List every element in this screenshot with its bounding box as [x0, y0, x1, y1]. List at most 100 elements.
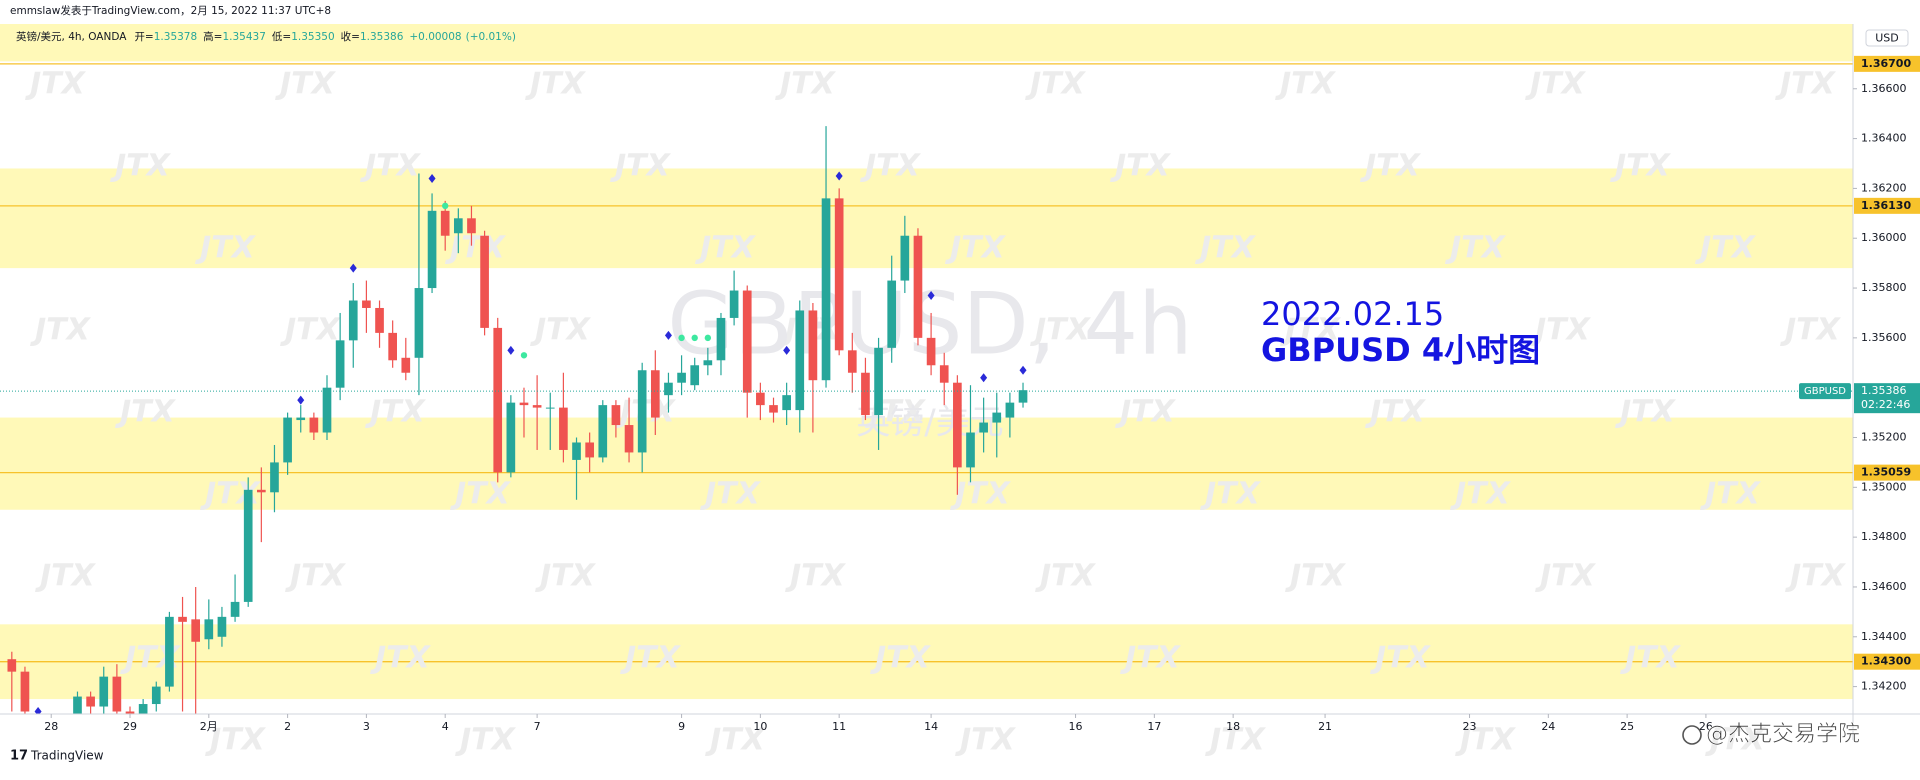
- candle-body: [1018, 390, 1028, 403]
- signal-dot: [520, 352, 528, 359]
- zones: [0, 24, 1853, 700]
- annotation: GBPUSD 4小时图: [1261, 331, 1540, 369]
- candle-body: [453, 218, 463, 234]
- currency: USD: [1875, 32, 1899, 45]
- x-tick-label: 3: [363, 720, 370, 733]
- logo-watermark: JTX: [1275, 67, 1337, 102]
- symbol-tag-bg: [1799, 383, 1851, 400]
- logo-watermark: JTX: [25, 67, 87, 102]
- signal-diamond: [428, 173, 436, 183]
- currency-box: [1865, 29, 1909, 47]
- logo-watermark: JTX: [1025, 67, 1087, 102]
- x-tick-label: 25: [1620, 720, 1634, 733]
- candle-body: [151, 686, 161, 705]
- candle-body: [598, 405, 608, 458]
- signal-dot: [678, 334, 685, 342]
- y-tick-label: 1.36200: [1861, 181, 1907, 194]
- zone: [0, 417, 1853, 510]
- y-tick-label: 1.35600: [1861, 331, 1907, 344]
- candle-body: [506, 402, 516, 473]
- y-tick-label: 1.34200: [1861, 680, 1907, 693]
- x-tick-label: 2月: [200, 720, 218, 733]
- candle-body: [559, 407, 568, 450]
- candle-body: [821, 198, 831, 381]
- legend-value: 1.35386: [360, 31, 404, 43]
- logo-watermark: JTX: [775, 67, 837, 102]
- x-tick-label: 16: [1069, 720, 1083, 733]
- candle-body: [375, 307, 384, 333]
- zone: [0, 168, 1853, 269]
- logo-watermark: JTX: [1780, 313, 1842, 348]
- signal-diamond: [34, 707, 42, 714]
- level-label: 1.36700: [1861, 57, 1911, 70]
- logo-watermark: JTX: [1110, 149, 1172, 184]
- legend-value: 1.35378: [154, 31, 197, 43]
- candle-body: [165, 616, 174, 687]
- candle-body: [979, 422, 988, 433]
- signal-diamond: [1019, 365, 1027, 375]
- logo-watermark: JTX: [1115, 395, 1177, 430]
- logo-watermark: JTX: [1035, 559, 1097, 594]
- signal-dot: [704, 334, 712, 342]
- countdown: 02:22:46: [1861, 398, 1910, 411]
- footer-icon: 17: [10, 749, 28, 764]
- x-tick-label: 14: [924, 720, 938, 733]
- candle-body: [756, 392, 765, 406]
- candle-body: [348, 300, 358, 341]
- candle-body: [703, 360, 713, 366]
- x-tick-label: 28: [44, 720, 58, 733]
- plot: [0, 126, 1853, 714]
- x-tick-label: 17: [1147, 720, 1161, 733]
- logo-watermark: JTX: [195, 231, 257, 266]
- candle-body: [834, 198, 844, 351]
- candle-body: [243, 489, 253, 602]
- level-label: 1.34300: [1861, 655, 1911, 668]
- logo-watermark: JTX: [35, 559, 97, 594]
- logo-watermark: JTX: [610, 149, 672, 184]
- logo-watermark: JTX: [1525, 67, 1587, 102]
- legend-key: +0.00008: [409, 31, 461, 43]
- logo-watermark: JTX: [365, 395, 427, 430]
- logo-watermark: JTX: [700, 477, 762, 512]
- x-tick-label: 18: [1226, 720, 1240, 733]
- logo-watermark: JTX: [450, 477, 512, 512]
- logo-watermark: JTX: [1700, 477, 1762, 512]
- candle-body: [86, 696, 95, 707]
- candle-body: [112, 676, 122, 712]
- logo-watermark: JTX: [1120, 641, 1182, 676]
- logo-watermark: JTX: [1615, 395, 1677, 430]
- logo-watermark: JTX: [275, 67, 337, 102]
- y-tick-label: 1.34800: [1861, 530, 1907, 543]
- logo-watermark: JTX: [695, 231, 757, 266]
- logo-watermark: JTX: [870, 641, 932, 676]
- candle-body: [690, 365, 700, 386]
- candle-body: [585, 442, 594, 458]
- level-tag: [1854, 55, 1920, 72]
- candle-body: [257, 489, 266, 493]
- price-tag-bg: [1854, 383, 1920, 414]
- legend-key: 高=: [203, 30, 222, 43]
- candle-body: [664, 382, 673, 396]
- y-tick-label: 1.35000: [1861, 480, 1907, 493]
- legend-value: 1.35437: [222, 31, 265, 43]
- logo-watermark: JTX: [1530, 313, 1592, 348]
- x-tick-label: 2: [284, 720, 291, 733]
- logo-watermark: JTX: [1695, 231, 1757, 266]
- candle-body: [729, 290, 739, 318]
- logo-watermark: JTX: [30, 313, 92, 348]
- candle-body: [362, 300, 371, 308]
- logo-watermark: JTX: [1280, 313, 1342, 348]
- signal-dot: [691, 334, 698, 342]
- x-tick-label: 10: [753, 720, 767, 733]
- candle-body: [296, 417, 306, 421]
- y-tick-label: 1.36600: [1861, 82, 1907, 95]
- candle-body: [939, 365, 949, 383]
- logo-watermark: JTX: [950, 477, 1012, 512]
- x-tick-label: 7: [534, 720, 541, 733]
- candle-body: [178, 616, 187, 622]
- candle-body: [519, 402, 529, 406]
- logo-watermark: JTX: [1535, 559, 1597, 594]
- candle-body: [322, 387, 332, 433]
- symbol-line: 英镑/美元, 4h, OANDA: [16, 30, 127, 43]
